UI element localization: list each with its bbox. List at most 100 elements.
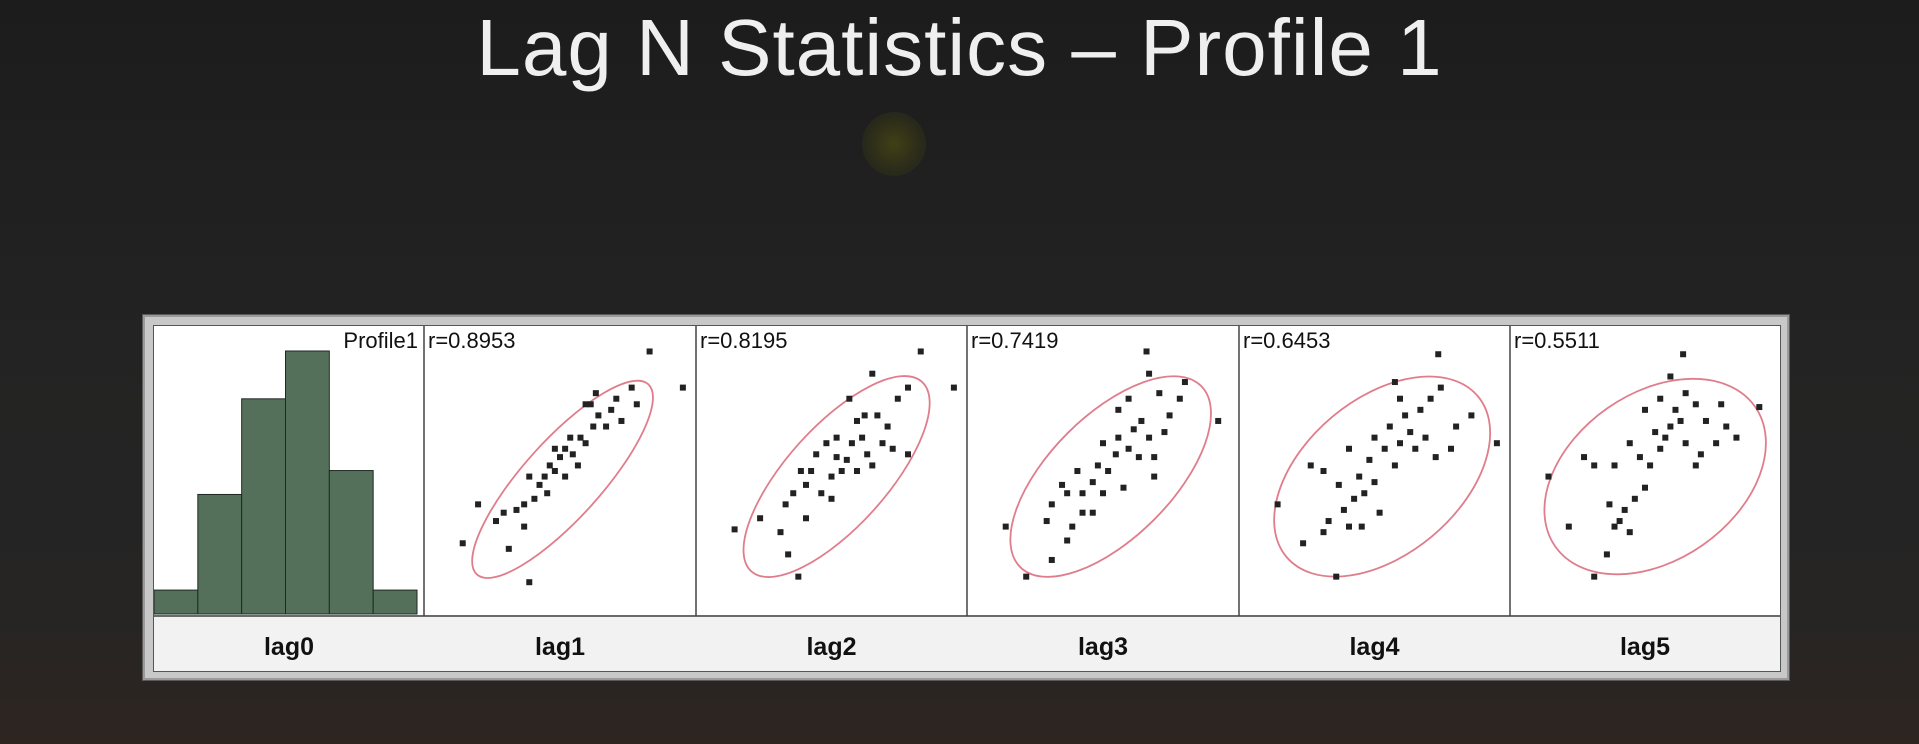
scatter-point-lag2	[869, 462, 876, 469]
scatter-point-lag1	[628, 384, 635, 391]
scatter-point-lag2	[838, 468, 845, 474]
lag-chart: Profile1 lag0 r=0.8953 lag1 r=0.8195 lag2 r=0.…	[153, 326, 1780, 671]
scatter-point-lag1	[521, 501, 528, 508]
scatter-point-lag5	[1626, 440, 1633, 447]
histogram-bar	[197, 493, 243, 615]
scatter-point-lag5	[1662, 434, 1669, 441]
scatter-point-lag3	[1151, 473, 1158, 480]
scatter-point-lag3	[1074, 468, 1081, 474]
scatter-point-lag5	[1545, 473, 1552, 480]
scatter-point-lag1	[546, 462, 553, 469]
scatter-point-lag4	[1437, 384, 1444, 391]
scatter-point-lag1	[526, 473, 533, 480]
lag-plot-area: Profile1 lag0 r=0.8953 lag1 r=0.8195 lag2 r=0.…	[153, 325, 1781, 672]
scatter-point-lag1	[587, 401, 594, 408]
scatter-point-lag5	[1733, 434, 1740, 441]
scatter-point-lag3	[1125, 395, 1132, 402]
scatter-point-lag3	[1064, 537, 1071, 544]
scatter-point-lag3	[1151, 454, 1158, 461]
scatter-point-lag4	[1333, 573, 1340, 580]
scatter-point-lag5	[1642, 406, 1648, 413]
lag-plot-panel: Profile1 lag0 r=0.8953 lag1 r=0.8195 lag2 r=0.…	[143, 315, 1789, 680]
scatter-point-lag1	[493, 518, 499, 525]
axis-label-lag3: lag3	[1078, 633, 1128, 661]
correlation-label-lag1: r=0.8953	[428, 328, 515, 353]
histogram-legend-label: Profile1	[343, 328, 418, 353]
scatter-point-lag1	[679, 384, 686, 391]
scatter-point-lag3	[1094, 462, 1101, 469]
scatter-point-lag3	[1181, 379, 1188, 386]
confidence-ellipse-lag4	[1273, 375, 1492, 578]
scatter-point-lag4	[1358, 523, 1365, 530]
scatter-point-lag4	[1371, 479, 1378, 486]
scatter-point-lag2	[818, 490, 825, 497]
scatter-point-lag2	[790, 490, 797, 497]
scatter-point-lag4	[1493, 440, 1500, 447]
scatter-point-lag1	[459, 540, 466, 547]
scatter-point-lag2	[823, 440, 830, 447]
scatter-point-lag4	[1453, 423, 1460, 430]
scatter-point-lag1	[567, 434, 574, 441]
scatter-point-lag5	[1692, 401, 1699, 408]
scatter-point-lag3	[1079, 490, 1086, 497]
scatter-point-lag2	[905, 451, 911, 458]
scatter-point-lag2	[843, 456, 850, 463]
scatter-point-lag3	[1089, 509, 1096, 516]
scatter-point-lag1	[592, 390, 599, 397]
scatter-point-lag3	[1089, 479, 1096, 486]
confidence-ellipse-lag3	[1009, 375, 1212, 578]
slide-title: Lag N Statistics – Profile 1	[476, 3, 1443, 92]
scatter-point-lag2	[905, 384, 911, 391]
scatter-point-lag1	[500, 509, 507, 516]
scatter-point-lag5	[1581, 454, 1588, 461]
scatter-point-lag2	[884, 423, 891, 430]
scatter-point-lag2	[785, 551, 792, 558]
histogram-bar	[241, 398, 286, 615]
axis-label-lag0: lag0	[264, 633, 314, 661]
scatter-point-lag1	[536, 481, 543, 488]
scatter-point-lag3	[1138, 417, 1145, 424]
scatter-point-lag4	[1432, 454, 1439, 461]
scatter-point-lag3	[1048, 556, 1055, 563]
scatter-point-lag5	[1621, 506, 1628, 513]
scatter-point-lag5	[1667, 373, 1674, 380]
scatter-point-lag4	[1335, 481, 1342, 488]
scatter-point-lag3	[1115, 434, 1122, 441]
scatter-point-lag4	[1391, 379, 1398, 386]
scatter-point-lag4	[1307, 462, 1314, 469]
scatter-point-lag1	[590, 423, 597, 430]
scatter-point-lag3	[1059, 481, 1066, 488]
scatter-point-lag3	[1176, 395, 1183, 402]
scatter-point-lag2	[861, 412, 868, 419]
scatter-point-lag3	[1143, 348, 1150, 355]
scatter-point-lag3	[1146, 434, 1153, 441]
scatter-point-lag3	[1125, 445, 1132, 452]
scatter-point-lag1	[531, 495, 538, 502]
scatter-point-lag1	[633, 401, 640, 408]
scatter-point-lag4	[1407, 429, 1414, 436]
scatter-point-lag3	[1215, 417, 1222, 424]
scatter-point-lag3	[1135, 454, 1142, 461]
scatter-point-lag4	[1346, 523, 1352, 530]
scatter-point-lag5	[1611, 523, 1618, 530]
scatter-point-lag1	[551, 468, 558, 474]
correlation-label-lag5: r=0.5511	[1514, 328, 1600, 353]
scatter-point-lag4	[1397, 440, 1403, 447]
scatter-point-lag5	[1682, 440, 1689, 447]
scatter-point-lag5	[1723, 423, 1730, 430]
correlation-label-lag2: r=0.8195	[700, 328, 787, 353]
scatter-point-lag3	[1048, 501, 1055, 508]
scatter-point-lag4	[1417, 406, 1424, 413]
scatter-point-lag3	[1023, 573, 1030, 580]
axis-label-lag1: lag1	[535, 633, 585, 661]
scatter-point-lag1	[608, 406, 615, 413]
scatter-point-lag2	[864, 451, 871, 458]
scatter-point-lag5	[1626, 529, 1633, 536]
scatter-point-lag4	[1376, 509, 1383, 516]
scatter-point-lag2	[833, 454, 840, 461]
scatter-point-lag1	[569, 451, 576, 458]
scatter-point-lag5	[1631, 495, 1638, 502]
scatter-point-lag1	[475, 501, 482, 508]
scatter-point-lag4	[1320, 529, 1327, 536]
scatter-point-lag5	[1667, 423, 1674, 430]
